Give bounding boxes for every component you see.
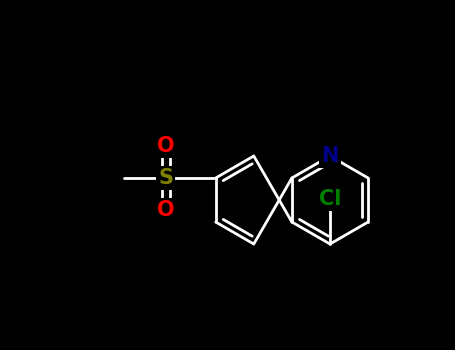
Text: N: N — [321, 146, 339, 166]
Text: Cl: Cl — [319, 189, 341, 209]
Text: O: O — [157, 136, 175, 156]
Text: O: O — [157, 200, 175, 220]
Text: S: S — [158, 168, 173, 188]
Text: N: N — [321, 146, 339, 166]
Text: S: S — [158, 168, 173, 188]
Text: O: O — [157, 200, 175, 220]
Text: O: O — [157, 136, 175, 156]
Text: Cl: Cl — [319, 189, 341, 209]
